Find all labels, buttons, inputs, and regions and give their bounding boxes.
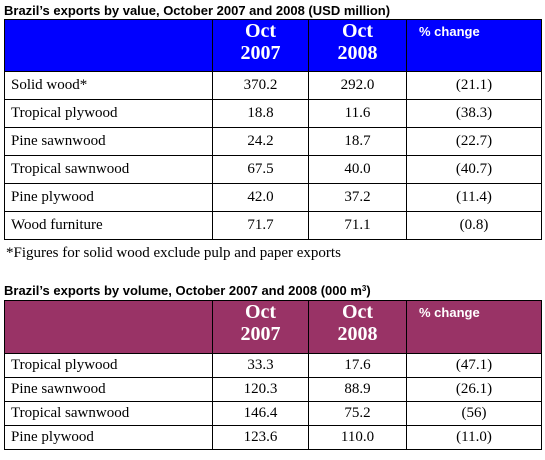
row-label: Tropical sawnwood [4, 155, 213, 184]
table-header-row: Oct 2007 Oct 2008 % change [4, 19, 542, 72]
value-2007: 123.6 [212, 425, 309, 450]
value-2007: 24.2 [212, 127, 309, 156]
value-2007: 18.8 [212, 99, 309, 128]
table-row: Pine sawnwood 120.3 88.9 (26.1) [4, 377, 542, 402]
value-2007: 33.3 [212, 353, 309, 378]
value-2008: 292.0 [308, 71, 407, 100]
value-2007: 42.0 [212, 183, 309, 212]
row-label: Solid wood* [4, 71, 213, 100]
pct-change-value: (26.1) [406, 377, 542, 402]
volume-table-title: Brazil’s exports by volume, October 2007… [4, 283, 371, 298]
value-2007: 370.2 [212, 71, 309, 100]
row-label: Pine sawnwood [4, 127, 213, 156]
value-table-footnote: *Figures for solid wood exclude pulp and… [6, 245, 341, 261]
header-col-2008: Oct 2008 [308, 19, 407, 72]
header-month: Oct [244, 20, 277, 43]
value-2007: 146.4 [212, 401, 309, 426]
row-label: Tropical plywood [4, 353, 213, 378]
row-label: Wood furniture [4, 211, 213, 240]
table-row: Tropical plywood 18.8 11.6 (38.3) [4, 99, 542, 128]
row-label: Tropical sawnwood [4, 401, 213, 426]
value-2007: 67.5 [212, 155, 309, 184]
table-row: Tropical sawnwood 146.4 75.2 (56) [4, 401, 542, 426]
header-year: 2008 [337, 42, 378, 64]
pct-change-value: (47.1) [406, 353, 542, 378]
value-2008: 88.9 [308, 377, 407, 402]
value-2008: 11.6 [308, 99, 407, 128]
header-year: 2008 [337, 323, 378, 345]
value-2007: 71.7 [212, 211, 309, 240]
header-col-2008: Oct 2008 [308, 300, 407, 354]
pct-change-value: (11.4) [406, 183, 542, 212]
header-month: Oct [341, 301, 374, 324]
value-2008: 17.6 [308, 353, 407, 378]
pct-change-value: (0.8) [406, 211, 542, 240]
value-2008: 110.0 [308, 425, 407, 450]
pct-change-value: (56) [406, 401, 542, 426]
table-row: Tropical sawnwood 67.5 40.0 (40.7) [4, 155, 542, 184]
value-2008: 40.0 [308, 155, 407, 184]
value-2008: 18.7 [308, 127, 407, 156]
row-label: Tropical plywood [4, 99, 213, 128]
pct-change-value: (38.3) [406, 99, 542, 128]
pct-change-value: (40.7) [406, 155, 542, 184]
value-2007: 120.3 [212, 377, 309, 402]
header-month: Oct [341, 20, 374, 43]
header-col-2007: Oct 2007 [212, 19, 309, 72]
exports-by-volume-table: Oct 2007 Oct 2008 % change Tropical plyw… [4, 300, 542, 450]
row-label: Pine plywood [4, 183, 213, 212]
header-blank-cell [4, 19, 213, 72]
pct-change-value: (11.0) [406, 425, 542, 450]
table-row: Pine sawnwood 24.2 18.7 (22.7) [4, 127, 542, 156]
header-blank-cell [4, 300, 213, 354]
pct-change-value: (21.1) [406, 71, 542, 100]
pct-change-value: (22.7) [406, 127, 542, 156]
row-label: Pine plywood [4, 425, 213, 450]
table-row: Pine plywood 123.6 110.0 (11.0) [4, 425, 542, 450]
exports-by-value-table: Oct 2007 Oct 2008 % change Solid wood* 37… [4, 19, 542, 240]
header-year: 2007 [240, 42, 281, 64]
value-2008: 75.2 [308, 401, 407, 426]
header-year: 2007 [240, 323, 281, 345]
volume-title-end: ) [366, 283, 371, 298]
table-row: Solid wood* 370.2 292.0 (21.1) [4, 71, 542, 100]
header-pct-change: % change [406, 19, 542, 72]
volume-title-text: Brazil’s exports by volume, October 2007… [4, 283, 362, 298]
table-row: Pine plywood 42.0 37.2 (11.4) [4, 183, 542, 212]
table-header-row: Oct 2007 Oct 2008 % change [4, 300, 542, 354]
header-col-2007: Oct 2007 [212, 300, 309, 354]
volume-title-superscript: 3 [361, 284, 367, 293]
value-table-title: Brazil’s exports by value, October 2007 … [4, 3, 391, 18]
header-pct-change: % change [406, 300, 542, 354]
header-month: Oct [244, 301, 277, 324]
table-row: Wood furniture 71.7 71.1 (0.8) [4, 211, 542, 240]
value-2008: 71.1 [308, 211, 407, 240]
value-2008: 37.2 [308, 183, 407, 212]
row-label: Pine sawnwood [4, 377, 213, 402]
table-row: Tropical plywood 33.3 17.6 (47.1) [4, 353, 542, 378]
